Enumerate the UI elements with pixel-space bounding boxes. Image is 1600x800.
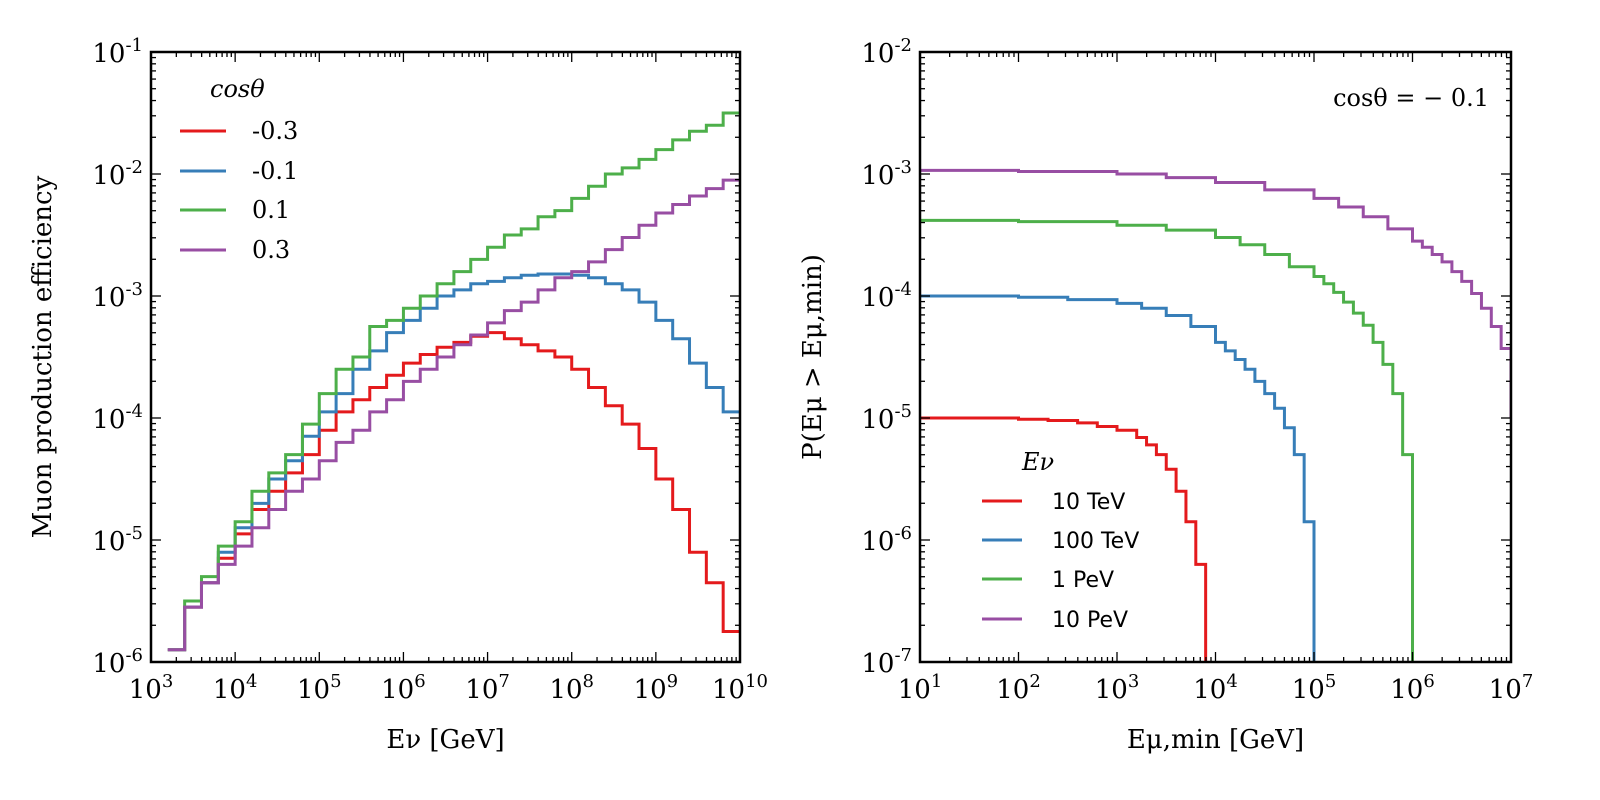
legend-label: -0.3 [252,117,298,145]
x-tick-label: 108 [549,671,594,705]
legend-title: Eν [1021,448,1054,476]
y-tick-label: 10-6 [92,645,143,679]
tick-exponent: -3 [894,157,912,178]
legend: cosθ -0.3 -0.1 0.1 0.3 [180,75,298,264]
legend-label: -0.1 [252,157,298,185]
y-tick-label: 10-3 [861,157,912,191]
tick-exponent: 5 [330,671,341,692]
legend-title: cosθ [210,75,265,103]
tick-exponent: 6 [414,671,425,692]
x-tick-label: 101 [898,671,943,705]
tick-exponent: -1 [125,35,143,56]
x-tick-label: 106 [381,671,426,705]
x-tick-label: 103 [129,671,174,705]
x-tick-label: 107 [1489,671,1534,705]
tick-exponent: 7 [1522,671,1533,692]
tick-exponent: -2 [125,157,143,178]
tick-exponent: 3 [1128,671,1139,692]
tick-exponent: 4 [246,671,257,692]
tick-exponent: 7 [498,671,509,692]
series-line-0.3 [167,178,740,652]
y-tick-label: 10-5 [861,401,912,435]
annotation: cosθ = − 0.1 [1333,84,1489,112]
tick-exponent: 10 [745,671,768,692]
tick-exponent: -6 [894,523,912,544]
y-tick-label: 10-7 [861,645,912,679]
series-line-0.1 [167,111,740,652]
tick-exponent: -5 [894,401,912,422]
axes-frame [918,50,1513,664]
series-line--0.1 [167,272,740,652]
tick-exponent: 3 [162,671,173,692]
tick-exponent: 8 [583,671,594,692]
legend-label: 1 PeV [1052,568,1114,593]
y-tick-label: 10-2 [92,157,143,191]
x-tick-label: 104 [213,671,258,705]
y-axis-title: Muon production efficiency [28,175,58,538]
panel-1: 103 104 105 106 107 108 109 101010-610-510-410-… [28,35,768,755]
legend-item: 0.1 [180,196,290,224]
tick-exponent: 5 [1325,671,1336,692]
x-axis-title: Eμ,min [GeV] [1127,725,1304,755]
tick-exponent: -6 [125,645,143,666]
x-tick-label: 105 [1292,671,1337,705]
tick-exponent: -5 [125,523,143,544]
tick-exponent: -4 [894,279,912,300]
legend-label: 0.1 [252,196,290,224]
ticks [919,51,1512,663]
legend-item: 0.3 [180,236,290,264]
y-tick-label: 10-4 [861,279,912,313]
series-line-100-TeV [920,294,1316,662]
tick-exponent: -3 [125,279,143,300]
x-tick-label: 109 [634,671,679,705]
axes-frame [149,50,742,664]
tick-exponent: 1 [931,671,942,692]
x-tick-label: 106 [1390,671,1435,705]
tick-exponent: -4 [125,401,143,422]
x-tick-label: 104 [1193,671,1238,705]
series-line-10-TeV [920,416,1208,662]
tick-exponent: 2 [1029,671,1040,692]
legend-item: 10 TeV [982,490,1125,515]
tick-exponent: -2 [894,35,912,56]
tick-exponent: -7 [894,645,912,666]
series-line-1-PeV [920,218,1414,662]
legend-label: 10 PeV [1052,608,1128,633]
legend-item: 1 PeV [982,568,1114,593]
legend: Eν 10 TeV 100 TeV 1 PeV 10 PeV [982,448,1139,633]
tick-exponent: 9 [667,671,678,692]
legend-item: 10 PeV [982,608,1128,633]
legend-item: -0.3 [180,117,298,145]
legend-label: 10 TeV [1052,490,1125,515]
x-tick-label: 102 [996,671,1041,705]
y-tick-label: 10-3 [92,279,143,313]
x-tick-label: 107 [465,671,510,705]
y-tick-label: 10-5 [92,523,143,557]
x-tick-label: 1010 [712,671,768,705]
legend-item: 100 TeV [982,529,1139,554]
legend-item: -0.1 [180,157,298,185]
y-tick-label: 10-4 [92,401,143,435]
y-tick-label: 10-6 [861,523,912,557]
y-tick-label: 10-1 [92,35,143,69]
x-axis-title: Eν [GeV] [386,725,504,755]
series-line-10-PeV [920,168,1511,418]
legend-label: 100 TeV [1052,529,1139,554]
x-tick-label: 105 [297,671,342,705]
x-tick-label: 103 [1095,671,1140,705]
legend-label: 0.3 [252,236,290,264]
y-axis-title: P(Eμ > Eμ,min) [798,254,828,460]
panel-2: 101 102 103 104 105 106 107 10-7 10-6 10-5 10-4 10-… [798,35,1533,755]
y-tick-label: 10-2 [861,35,912,69]
tick-exponent: 6 [1423,671,1434,692]
tick-exponent: 4 [1226,671,1237,692]
